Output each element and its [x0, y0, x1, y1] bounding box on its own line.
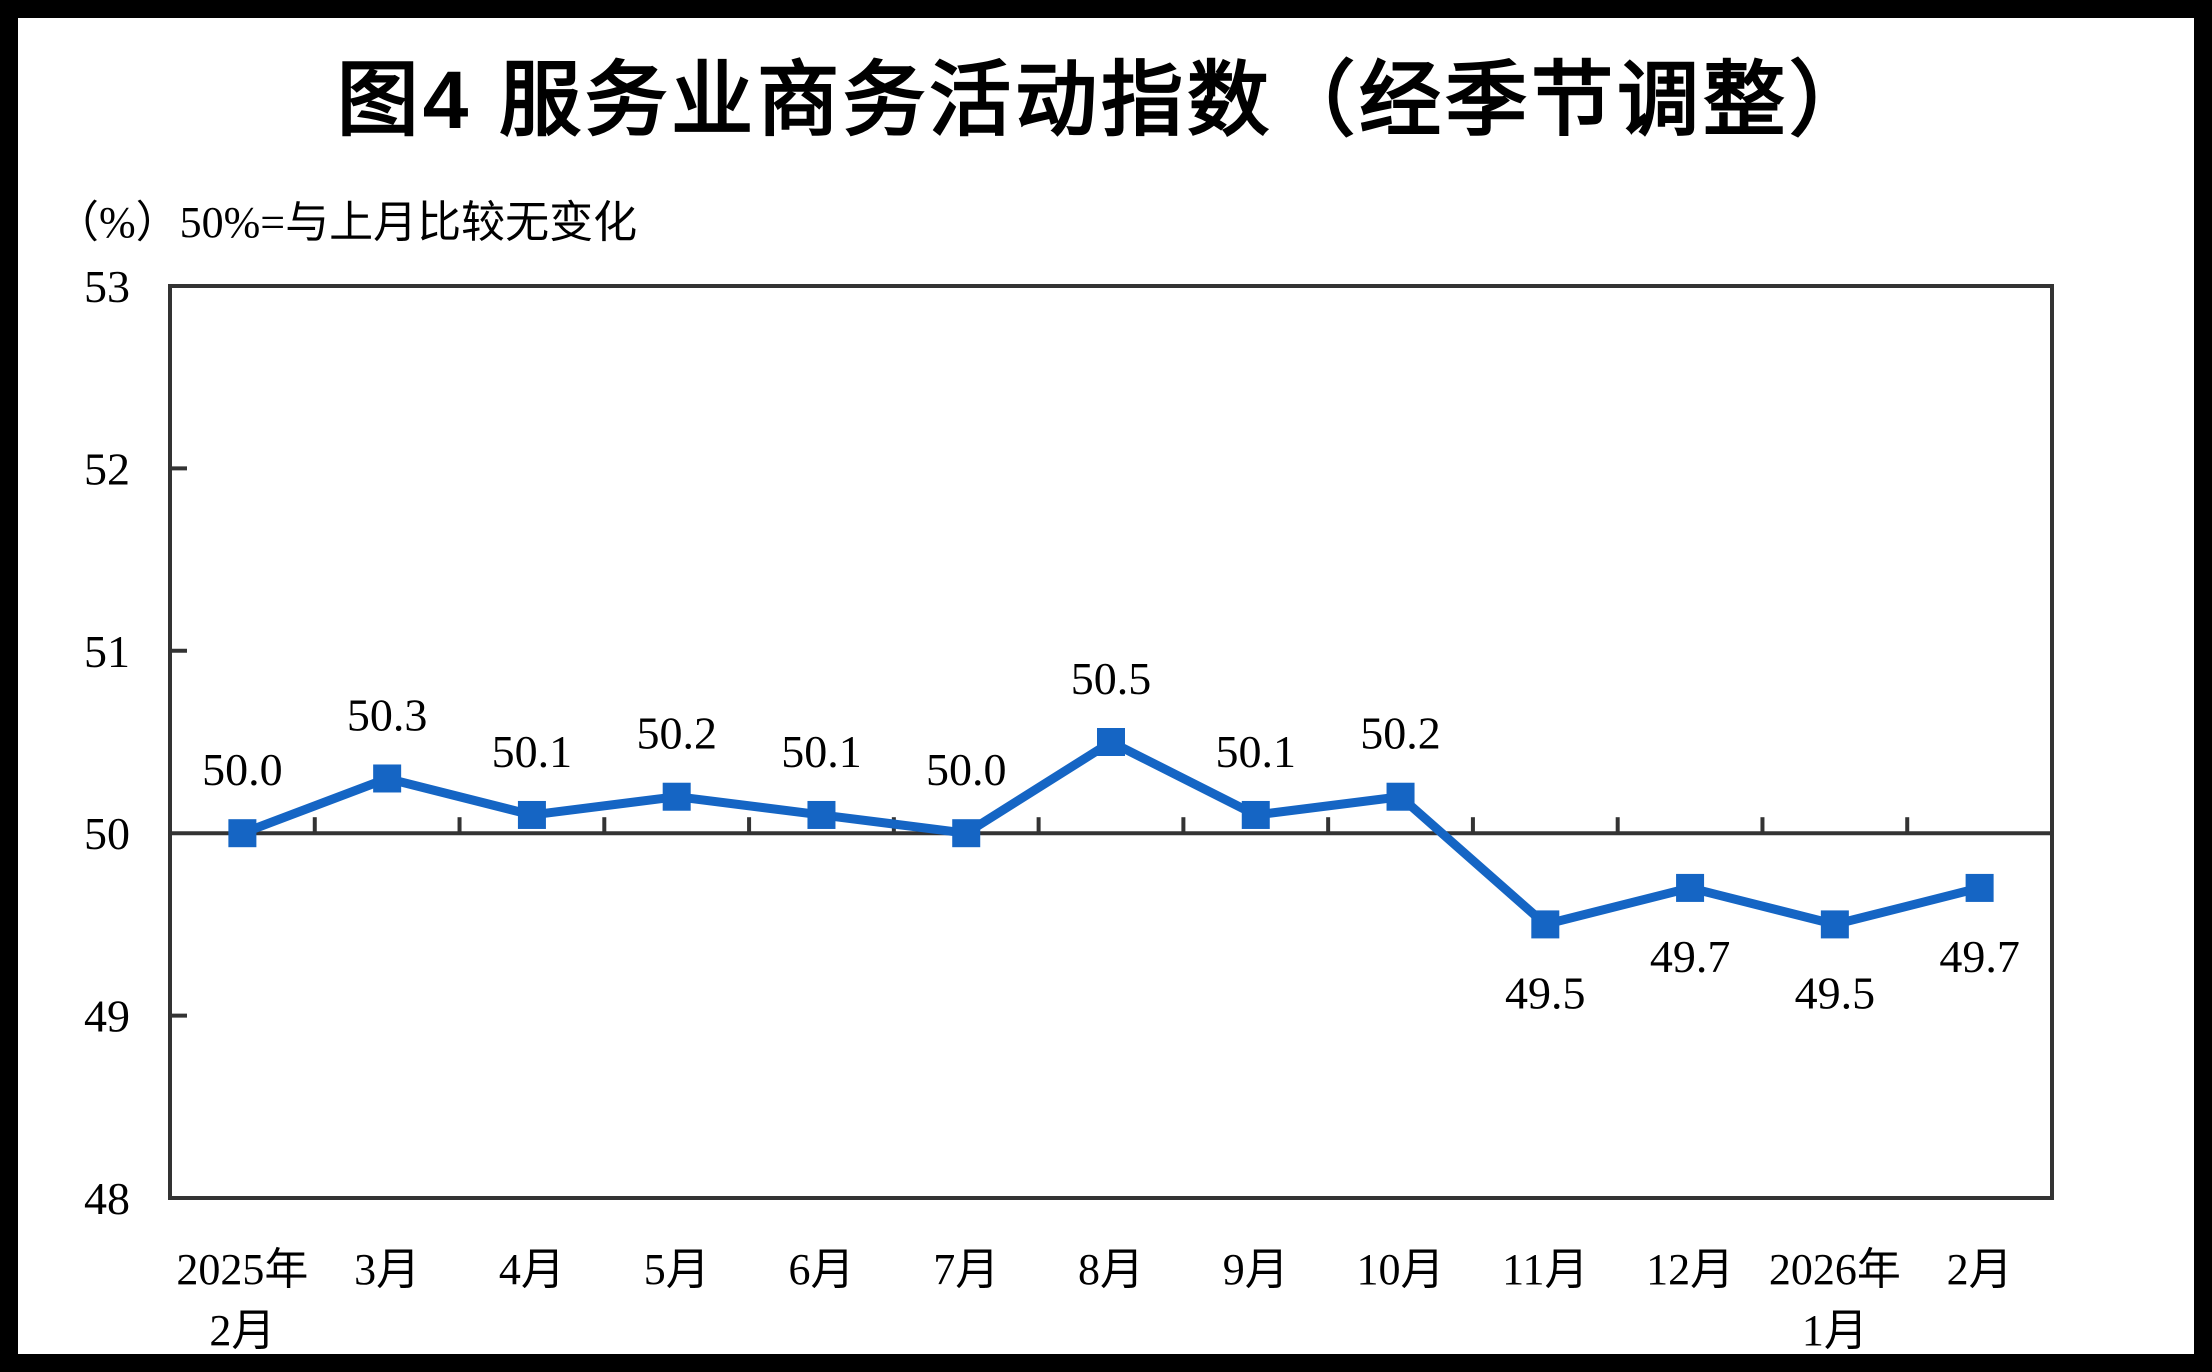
data-point-marker — [662, 782, 691, 811]
chart-title: 图4 服务业商务活动指数（经季节调整） — [337, 55, 1875, 146]
x-axis-category-label: 12月 — [1646, 1245, 1734, 1294]
labels-layer: 53 52 51 50 49 48 50.0 50.3 50.1 50.2 50.1 50.0 50.5… — [84, 261, 2020, 1355]
y-axis-label: 49 — [84, 991, 130, 1042]
data-point-label: 50.1 — [781, 726, 862, 777]
x-axis-category-label: 10月 — [1357, 1245, 1445, 1294]
x-axis-category-label: 2月 — [1947, 1245, 2013, 1294]
data-point-label: 50.1 — [492, 726, 573, 777]
x-axis-category-label: 1月 — [1802, 1306, 1868, 1355]
axes-layer — [168, 284, 2054, 1200]
data-point-marker — [1386, 782, 1415, 811]
x-axis-category-label: 2月 — [209, 1306, 275, 1355]
y-axis-label: 52 — [84, 443, 130, 494]
data-point-marker — [1531, 910, 1560, 939]
x-axis-category-label: 5月 — [644, 1245, 710, 1294]
x-axis-category-label: 3月 — [354, 1245, 420, 1294]
plot-border — [168, 284, 2054, 1200]
y-axis-label: 48 — [84, 1173, 130, 1224]
data-point-label: 49.5 — [1795, 967, 1876, 1018]
x-axis-category-label: 8月 — [1078, 1245, 1144, 1294]
data-point-label: 50.0 — [202, 744, 283, 795]
data-point-marker — [228, 819, 257, 848]
data-point-marker — [952, 819, 981, 848]
x-axis-category-label: 2025年 — [176, 1245, 308, 1294]
data-point-label: 49.5 — [1505, 967, 1586, 1018]
x-axis-category-label: 11月 — [1502, 1245, 1588, 1294]
data-point-label: 50.2 — [1360, 708, 1441, 759]
x-axis-category-label: 7月 — [933, 1245, 999, 1294]
x-axis-category-label: 9月 — [1223, 1245, 1289, 1294]
data-point-label: 49.7 — [1650, 931, 1731, 982]
data-point-label: 50.1 — [1216, 726, 1297, 777]
data-point-marker — [1820, 910, 1849, 939]
data-point-marker — [1241, 800, 1270, 829]
data-point-label: 50.5 — [1071, 653, 1152, 704]
data-point-label: 50.3 — [347, 689, 428, 740]
data-point-label: 50.0 — [926, 744, 1007, 795]
data-point-label: 50.2 — [636, 708, 717, 759]
y-axis-label: 53 — [84, 261, 130, 312]
data-point-marker — [1676, 873, 1705, 902]
data-point-label: 49.7 — [1939, 931, 2020, 982]
data-point-marker — [807, 800, 836, 829]
y-axis-label: 50 — [84, 808, 130, 859]
axis-unit-note: （%）50%=与上月比较无变化 — [55, 198, 637, 247]
series-layer — [228, 728, 1994, 939]
data-point-marker — [1097, 728, 1125, 756]
data-point-marker — [1965, 873, 1994, 902]
x-axis-category-label: 2026年 — [1769, 1245, 1901, 1294]
x-axis-category-label: 6月 — [788, 1245, 854, 1294]
x-axis-category-label: 4月 — [499, 1245, 565, 1294]
data-point-marker — [517, 800, 546, 829]
y-axis-label: 51 — [84, 626, 130, 677]
data-point-marker — [373, 764, 402, 793]
